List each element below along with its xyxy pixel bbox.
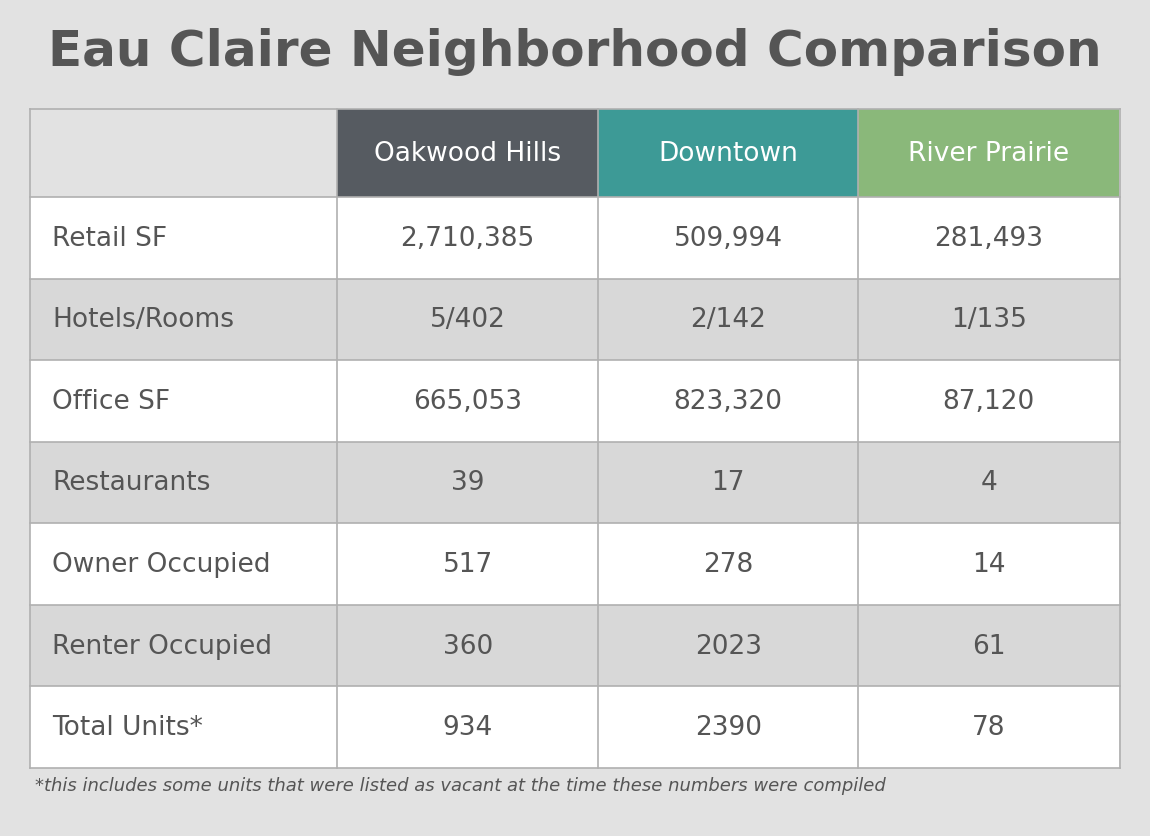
Text: Retail SF: Retail SF (52, 226, 167, 252)
Text: Restaurants: Restaurants (52, 470, 210, 496)
Text: Eau Claire Neighborhood Comparison: Eau Claire Neighborhood Comparison (48, 28, 1102, 76)
Bar (598, 110, 858, 198)
Bar (30, 523, 337, 605)
Text: *this includes some units that were listed as vacant at the time these numbers w: *this includes some units that were list… (34, 776, 886, 794)
Text: 61: 61 (972, 633, 1005, 659)
Text: Total Units*: Total Units* (52, 714, 202, 741)
Bar (30, 110, 337, 198)
Bar (598, 605, 858, 686)
Bar (30, 360, 337, 442)
Bar (858, 605, 1119, 686)
Text: Office SF: Office SF (52, 389, 170, 415)
Bar (337, 523, 598, 605)
Bar (30, 442, 337, 523)
Bar (598, 686, 858, 768)
Bar (337, 686, 598, 768)
Text: 2/142: 2/142 (690, 307, 766, 333)
Text: River Prairie: River Prairie (908, 140, 1070, 167)
Text: 934: 934 (443, 714, 492, 741)
Text: 1/135: 1/135 (951, 307, 1027, 333)
Text: Hotels/Rooms: Hotels/Rooms (52, 307, 233, 333)
Bar (858, 279, 1119, 360)
Bar (598, 360, 858, 442)
Bar (30, 686, 337, 768)
Text: 14: 14 (972, 552, 1005, 578)
Text: 665,053: 665,053 (413, 389, 522, 415)
Bar (858, 523, 1119, 605)
Text: 360: 360 (443, 633, 492, 659)
Bar (858, 442, 1119, 523)
Bar (30, 279, 337, 360)
Text: 5/402: 5/402 (430, 307, 506, 333)
Text: 278: 278 (703, 552, 753, 578)
Bar (858, 110, 1119, 198)
Bar (858, 360, 1119, 442)
Text: Downtown: Downtown (658, 140, 798, 167)
Text: 281,493: 281,493 (934, 226, 1043, 252)
Bar (30, 605, 337, 686)
Bar (337, 198, 598, 279)
Text: 517: 517 (443, 552, 492, 578)
Text: 17: 17 (712, 470, 745, 496)
Bar (598, 523, 858, 605)
Bar (337, 110, 598, 198)
Bar (30, 198, 337, 279)
Bar (337, 360, 598, 442)
Bar (598, 279, 858, 360)
Text: 2390: 2390 (695, 714, 761, 741)
Text: 4: 4 (980, 470, 997, 496)
Bar (598, 198, 858, 279)
Bar (598, 442, 858, 523)
Text: 2,710,385: 2,710,385 (400, 226, 535, 252)
Bar (858, 686, 1119, 768)
Bar (337, 279, 598, 360)
Text: 87,120: 87,120 (943, 389, 1035, 415)
Text: Owner Occupied: Owner Occupied (52, 552, 270, 578)
Text: 509,994: 509,994 (674, 226, 783, 252)
Text: 2023: 2023 (695, 633, 761, 659)
Bar (858, 198, 1119, 279)
Bar (337, 605, 598, 686)
Text: Renter Occupied: Renter Occupied (52, 633, 273, 659)
Text: 78: 78 (972, 714, 1005, 741)
Text: Oakwood Hills: Oakwood Hills (374, 140, 561, 167)
Text: 823,320: 823,320 (674, 389, 783, 415)
Text: 39: 39 (451, 470, 484, 496)
Bar (337, 442, 598, 523)
